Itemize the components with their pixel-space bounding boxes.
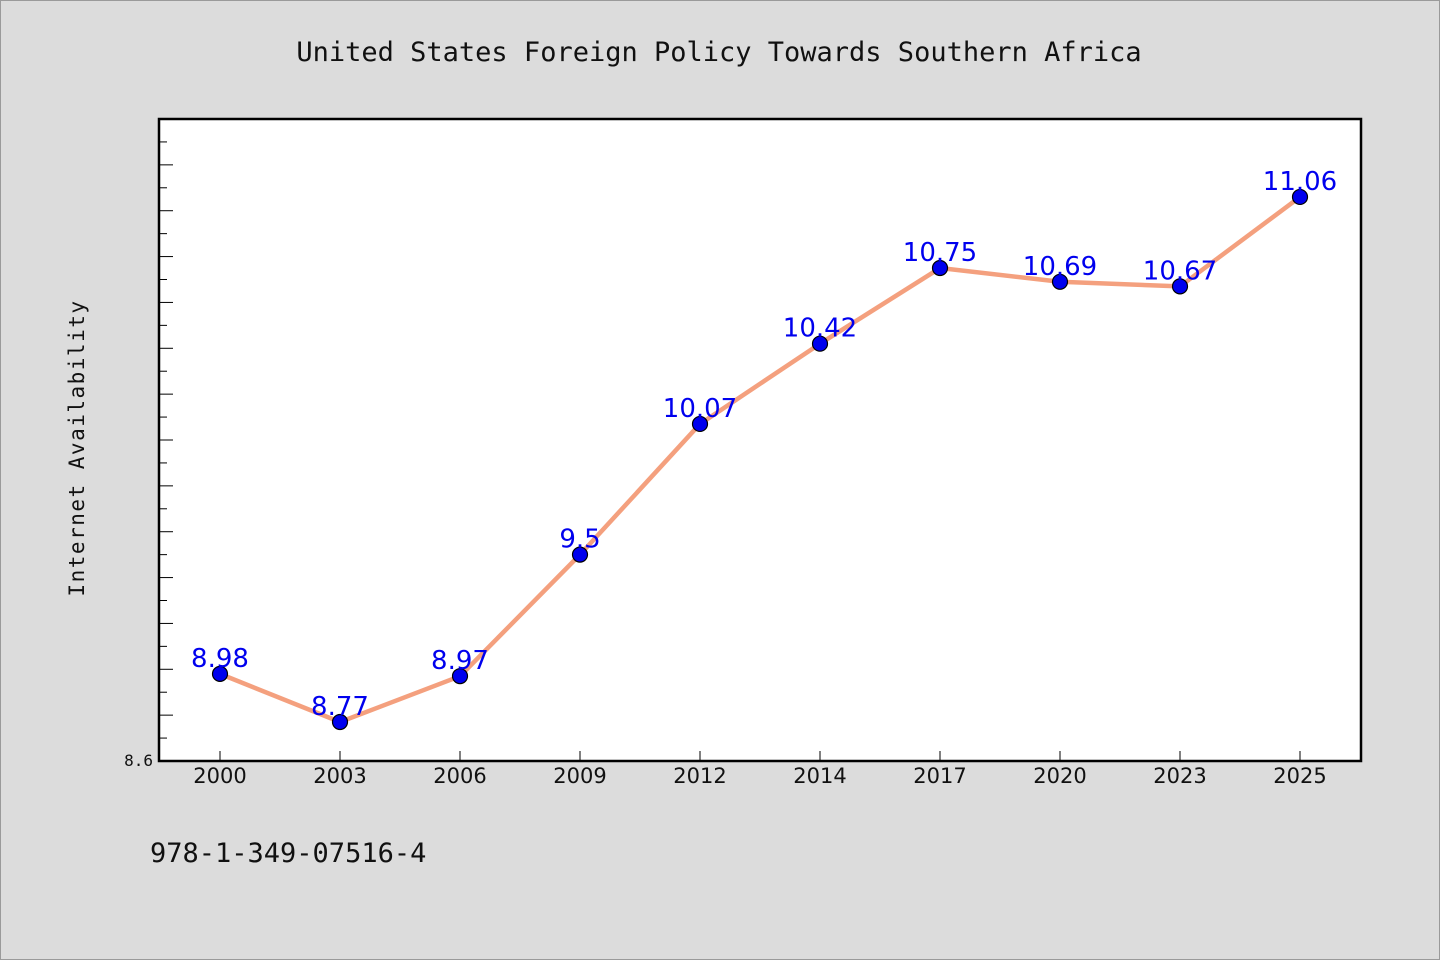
x-tick-label: 2020 <box>1033 764 1086 788</box>
x-tick-label: 2017 <box>913 764 966 788</box>
footer-isbn: 978-1-349-07516-4 <box>150 838 426 869</box>
y-axis-label: Internet Availability <box>65 299 89 596</box>
data-point <box>571 546 589 563</box>
data-label: 8.97 <box>431 646 489 676</box>
chart-title: United States Foreign Policy Towards Sou… <box>296 37 1141 68</box>
data-point <box>1051 273 1069 290</box>
x-axis-ticks: 2000 2003 2006 2009 2012 2014 2017 2020 2023 2025 <box>193 751 1327 788</box>
data-point <box>331 713 349 731</box>
data-label: 8.98 <box>191 644 249 674</box>
data-point <box>1291 188 1309 206</box>
data-point <box>211 665 229 682</box>
data-label: 10.67 <box>1143 256 1217 286</box>
x-tick-label: 2014 <box>793 764 846 788</box>
data-point <box>811 335 829 352</box>
data-point <box>451 668 469 685</box>
data-label: 8.77 <box>311 692 369 722</box>
data-label: 9.5 <box>559 525 600 555</box>
x-tick-label: 2009 <box>553 764 606 788</box>
x-tick-label: 2000 <box>193 764 246 788</box>
data-point <box>931 259 949 277</box>
data-point <box>691 415 709 433</box>
data-label: 10.42 <box>783 314 857 344</box>
plot-area <box>157 117 1363 763</box>
data-label: 10.69 <box>1023 252 1097 282</box>
series-line <box>217 194 1303 725</box>
x-tick-label: 2003 <box>313 764 366 788</box>
x-tick-label: 2023 <box>1153 764 1206 788</box>
y-axis-ticks <box>159 118 173 762</box>
x-tick-label: 2006 <box>433 764 486 788</box>
data-point <box>1171 278 1189 295</box>
x-tick-label: 2012 <box>673 764 726 788</box>
data-label: 10.07 <box>663 394 737 424</box>
data-label: 11.06 <box>1263 167 1337 197</box>
series-layer: 8.98 8.77 8.97 9.5 10.07 10.42 10.75 10.69 10.67… <box>191 167 1337 731</box>
data-label: 10.75 <box>903 238 977 268</box>
x-tick-label: 2025 <box>1273 764 1326 788</box>
y-tick-label-min: 8.6 <box>124 751 153 770</box>
